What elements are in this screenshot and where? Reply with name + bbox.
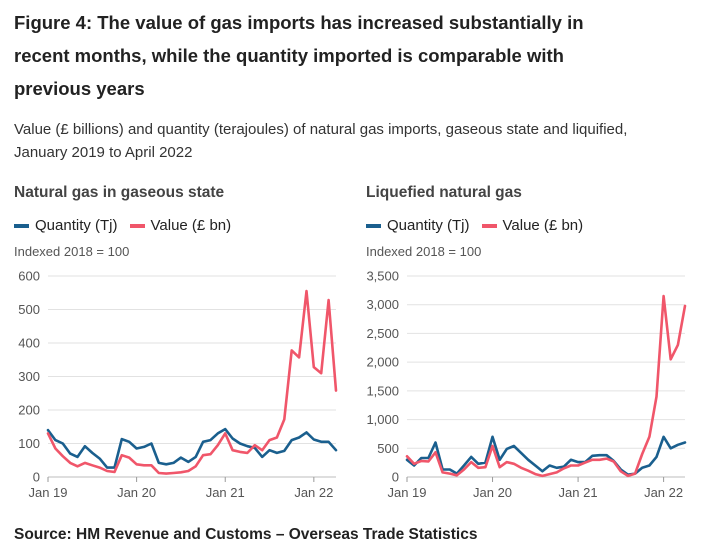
chart-plot-gaseous: 0 100 200 300 400 500 600 Jan 19 Jan 20 Jan 21 Jan…: [18, 269, 338, 500]
value-series-line: [405, 294, 687, 478]
figure-title: Figure 4: The value of gas imports has i…: [14, 12, 584, 99]
legend-item-value: Value (£ bn): [481, 217, 584, 234]
quantity-series-line: [405, 435, 687, 477]
legend-swatch-value: [481, 223, 497, 228]
y-tick-label: 300: [18, 369, 40, 384]
y-tick-label: 400: [18, 336, 40, 351]
figure-subtitle: Value (£ billions) and quantity (terajou…: [14, 121, 628, 161]
y-axis-label: Indexed 2018 = 100: [366, 244, 482, 259]
y-tick-label: 2,500: [366, 326, 399, 341]
chart-panel-gaseous: Natural gas in gaseous state Quantity (T…: [0, 180, 345, 510]
x-tick-label: Jan 19: [28, 485, 67, 500]
legend-swatch-quantity: [366, 223, 381, 228]
y-tick-label: 1,500: [366, 383, 399, 398]
y-tick-label: 500: [18, 302, 40, 317]
legend-item-value: Value (£ bn): [129, 217, 232, 234]
y-tick-label: 600: [18, 269, 40, 284]
x-tick-label: Jan 21: [559, 485, 598, 500]
y-tick-label: 0: [392, 470, 399, 485]
x-tick-label: Jan 22: [294, 485, 333, 500]
legend-label-value: Value (£ bn): [150, 217, 232, 234]
y-axis-label: Indexed 2018 = 100: [14, 244, 130, 259]
legend-item-quantity: Quantity (Tj): [366, 217, 470, 234]
chart-title: Liquefied natural gas: [366, 184, 522, 201]
y-tick-label: 200: [18, 403, 40, 418]
y-tick-label: 1,000: [366, 412, 399, 427]
source-note: Source: HM Revenue and Customs – Oversea…: [14, 526, 478, 543]
y-tick-label: 500: [377, 441, 399, 456]
value-series-line: [46, 289, 338, 475]
quantity-series-line: [46, 427, 338, 469]
y-tick-label: 100: [18, 436, 40, 451]
chart-panel-lng: Liquefied natural gas Quantity (Tj) Valu…: [352, 180, 697, 510]
legend-item-quantity: Quantity (Tj): [14, 217, 118, 234]
legend-swatch-quantity: [14, 223, 29, 228]
legend-label-value: Value (£ bn): [502, 217, 584, 234]
x-tick-label: Jan 19: [387, 485, 426, 500]
legend-label-quantity: Quantity (Tj): [35, 217, 118, 234]
legend-swatch-value: [129, 223, 145, 228]
y-tick-label: 2,000: [366, 355, 399, 370]
y-tick-label: 3,000: [366, 297, 399, 312]
y-tick-label: 0: [33, 470, 40, 485]
x-tick-label: Jan 20: [473, 485, 512, 500]
x-tick-label: Jan 22: [644, 485, 683, 500]
x-tick-label: Jan 21: [206, 485, 245, 500]
y-tick-label: 3,500: [366, 269, 399, 284]
chart-legend: Quantity (Tj) Value (£ bn): [366, 217, 595, 234]
legend-label-quantity: Quantity (Tj): [387, 217, 470, 234]
chart-legend: Quantity (Tj) Value (£ bn): [14, 217, 243, 234]
x-tick-label: Jan 20: [117, 485, 156, 500]
chart-plot-lng: 0 500 1,000 1,500 2,000 2,500 3,000 3,500 Jan 19…: [366, 269, 687, 500]
chart-title: Natural gas in gaseous state: [14, 184, 225, 201]
